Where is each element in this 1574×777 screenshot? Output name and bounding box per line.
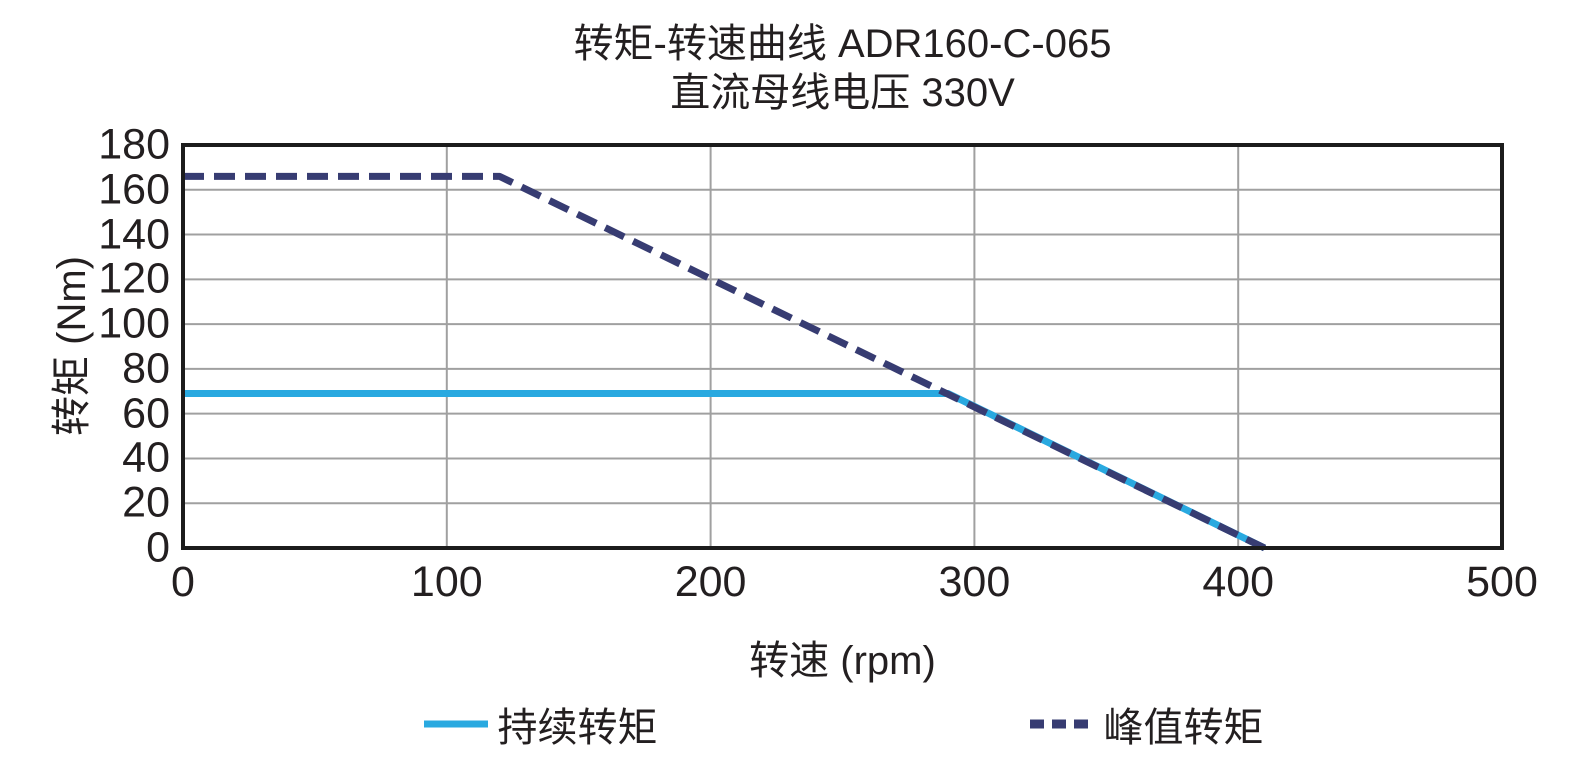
legend-line-sample	[423, 720, 488, 728]
y-tick-label: 100	[98, 299, 170, 348]
y-tick-label: 180	[98, 120, 170, 169]
series-line-peak-torque	[183, 172, 1267, 552]
legend-line-sample	[1029, 719, 1094, 729]
y-tick-label: 20	[122, 478, 170, 527]
y-tick-label: 140	[98, 210, 170, 259]
x-tick-label: 0	[171, 558, 195, 606]
chart-legend: 持续转矩 峰值转矩	[183, 695, 1502, 753]
y-tick-label: 0	[146, 523, 170, 572]
y-tick-label: 80	[122, 344, 170, 393]
y-tick-label: 40	[122, 433, 170, 482]
legend-label: 持续转矩	[497, 706, 658, 750]
series-line-continuous-torque	[183, 390, 1267, 552]
legend-label: 峰值转矩	[1103, 706, 1264, 750]
legend-item-continuous-torque: 持续转矩	[422, 695, 658, 753]
y-tick-label: 120	[98, 254, 170, 303]
legend-item-peak-torque: 峰值转矩	[1028, 695, 1264, 753]
x-tick-label: 200	[674, 558, 747, 606]
x-tick-label: 300	[938, 558, 1011, 606]
chart-title: 转矩-转速曲线 ADR160-C-065	[573, 22, 1112, 66]
chart-title-block: 转矩-转速曲线 ADR160-C-065 直流母线电压 330V	[183, 20, 1502, 118]
y-tick-label: 60	[122, 389, 170, 438]
y-tick-label: 160	[98, 165, 170, 214]
y-axis-title: 转矩 (Nm)	[50, 256, 94, 436]
x-tick-label: 400	[1202, 558, 1275, 606]
x-tick-label: 500	[1466, 558, 1538, 606]
x-tick-label: 100	[410, 558, 483, 606]
plot-border	[181, 143, 1504, 550]
chart-subtitle: 直流母线电压 330V	[670, 70, 1015, 115]
x-axis-title: 转速 (rpm)	[749, 639, 936, 683]
